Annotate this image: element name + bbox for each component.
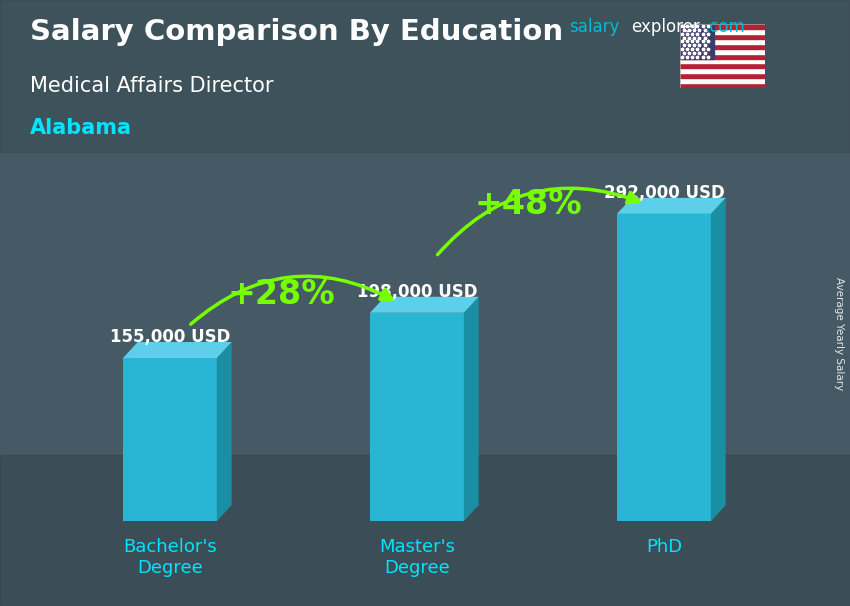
- Bar: [680, 83, 765, 88]
- Bar: [680, 59, 765, 64]
- Bar: [680, 34, 765, 39]
- Polygon shape: [370, 297, 479, 313]
- Bar: [680, 53, 765, 59]
- Text: +28%: +28%: [227, 278, 335, 310]
- Bar: [680, 39, 765, 44]
- Bar: [680, 68, 765, 73]
- Polygon shape: [617, 198, 726, 214]
- Text: salary: salary: [570, 18, 620, 36]
- Bar: [370, 313, 464, 521]
- Text: Salary Comparison By Education: Salary Comparison By Education: [30, 18, 563, 46]
- Bar: [680, 24, 714, 59]
- Text: .com: .com: [704, 18, 745, 36]
- Text: 198,000 USD: 198,000 USD: [357, 283, 477, 301]
- Text: 292,000 USD: 292,000 USD: [604, 184, 724, 202]
- Polygon shape: [123, 342, 231, 358]
- Bar: [680, 48, 765, 53]
- Bar: [617, 214, 711, 521]
- Text: explorer: explorer: [632, 18, 700, 36]
- Bar: [680, 64, 765, 68]
- Bar: [680, 29, 765, 34]
- Text: 155,000 USD: 155,000 USD: [110, 328, 230, 346]
- Text: Medical Affairs Director: Medical Affairs Director: [30, 76, 273, 96]
- Text: +48%: +48%: [474, 188, 582, 221]
- Bar: [680, 44, 765, 48]
- Bar: [680, 24, 765, 29]
- Bar: [680, 73, 765, 78]
- Text: Alabama: Alabama: [30, 118, 132, 138]
- Polygon shape: [711, 198, 726, 521]
- Polygon shape: [217, 342, 231, 521]
- Bar: [680, 78, 765, 83]
- Text: Average Yearly Salary: Average Yearly Salary: [834, 277, 844, 390]
- Bar: [123, 358, 217, 521]
- Polygon shape: [464, 297, 479, 521]
